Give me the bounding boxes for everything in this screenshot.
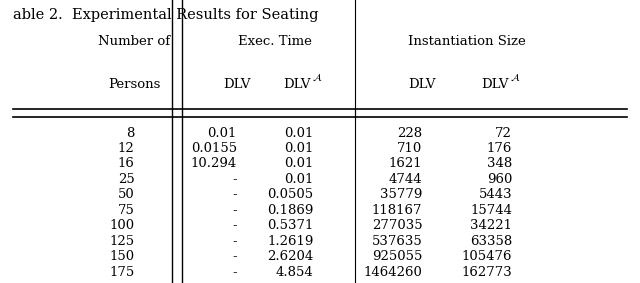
Text: -: - [232,219,237,232]
Text: 0.01: 0.01 [207,127,237,140]
Text: 0.1869: 0.1869 [268,204,314,217]
Text: 0.5371: 0.5371 [268,219,314,232]
Text: 34221: 34221 [470,219,512,232]
Text: 125: 125 [109,235,134,248]
Text: 176: 176 [486,142,512,155]
Text: -: - [232,235,237,248]
Text: 0.01: 0.01 [284,142,314,155]
Text: $\mathcal{A}$: $\mathcal{A}$ [510,72,520,83]
Text: $\mathcal{A}$: $\mathcal{A}$ [312,72,322,83]
Text: Instantiation Size: Instantiation Size [408,35,526,48]
Text: DLV: DLV [481,78,509,91]
Text: 15744: 15744 [470,204,512,217]
Text: 4744: 4744 [388,173,422,186]
Text: 348: 348 [487,157,512,170]
Text: 5443: 5443 [478,188,512,201]
Text: 118167: 118167 [372,204,422,217]
Text: 925055: 925055 [372,250,422,263]
Text: 105476: 105476 [461,250,512,263]
Text: 228: 228 [397,127,422,140]
Text: 16: 16 [118,157,134,170]
Text: DLV: DLV [409,78,436,91]
Text: 25: 25 [118,173,134,186]
Text: -: - [232,266,237,279]
Text: 100: 100 [109,219,134,232]
Text: 0.0155: 0.0155 [191,142,237,155]
Text: 8: 8 [126,127,134,140]
Text: 4.854: 4.854 [276,266,314,279]
Text: -: - [232,204,237,217]
Text: 162773: 162773 [461,266,512,279]
Text: 0.01: 0.01 [284,157,314,170]
Text: able 2.  Experimental Results for Seating: able 2. Experimental Results for Seating [13,8,318,22]
Text: Exec. Time: Exec. Time [238,35,312,48]
Text: 75: 75 [118,204,134,217]
Text: 0.01: 0.01 [284,127,314,140]
Text: 0.0505: 0.0505 [268,188,314,201]
Text: 710: 710 [397,142,422,155]
Text: 2.6204: 2.6204 [268,250,314,263]
Text: 277035: 277035 [372,219,422,232]
Text: 72: 72 [495,127,512,140]
Text: -: - [232,188,237,201]
Text: 10.294: 10.294 [191,157,237,170]
Text: Persons: Persons [108,78,161,91]
Text: -: - [232,173,237,186]
Text: 63358: 63358 [470,235,512,248]
Text: 50: 50 [118,188,134,201]
Text: 175: 175 [109,266,134,279]
Text: 1464260: 1464260 [364,266,422,279]
Text: 537635: 537635 [372,235,422,248]
Text: 12: 12 [118,142,134,155]
Text: DLV: DLV [283,78,310,91]
Text: 960: 960 [486,173,512,186]
Text: 35779: 35779 [380,188,422,201]
Text: DLV: DLV [223,78,250,91]
Text: 0.01: 0.01 [284,173,314,186]
Text: Number of: Number of [99,35,170,48]
Text: 150: 150 [109,250,134,263]
Text: 1.2619: 1.2619 [268,235,314,248]
Text: 1621: 1621 [388,157,422,170]
Text: -: - [232,250,237,263]
